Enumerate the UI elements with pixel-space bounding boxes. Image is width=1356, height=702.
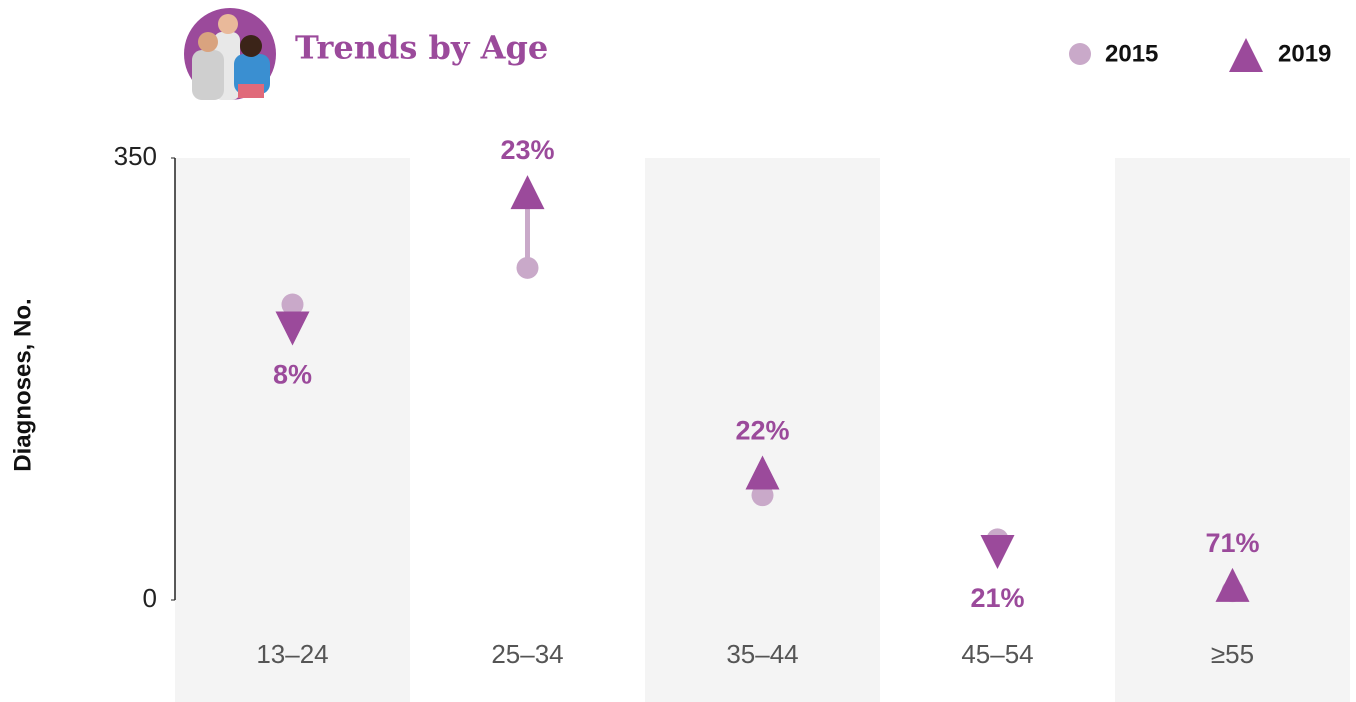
y-tick-label: 350 — [114, 141, 157, 171]
legend-label: 2019 — [1278, 40, 1331, 67]
y-tick-label: 0 — [143, 583, 157, 613]
point-2015 — [516, 256, 539, 279]
point-2019 — [1215, 567, 1250, 602]
change-label: 23% — [500, 135, 554, 165]
point-2019 — [275, 311, 310, 346]
change-label: 22% — [735, 416, 789, 446]
point-2015 — [751, 484, 774, 507]
change-label: 21% — [970, 583, 1024, 613]
change-label: 71% — [1205, 528, 1259, 558]
legend-label: 2015 — [1105, 40, 1158, 67]
band — [645, 158, 880, 702]
band — [175, 158, 410, 702]
legend: 2015 2019 — [1069, 38, 1331, 72]
band — [1115, 158, 1350, 702]
chart-title: Trends by Age — [295, 29, 548, 67]
point-2019 — [510, 175, 545, 210]
point-2019 — [980, 535, 1015, 570]
x-tick-label: 35–44 — [726, 639, 798, 669]
x-tick-label: ≥55 — [1211, 639, 1254, 669]
change-label: 8% — [273, 360, 312, 390]
point-2015 — [281, 293, 304, 316]
x-tick-label: 25–34 — [491, 639, 563, 669]
x-tick-label: 45–54 — [961, 639, 1033, 669]
icon — [184, 8, 276, 100]
y-axis-label: Diagnoses, No. — [9, 298, 36, 471]
legend-marker — [1069, 43, 1091, 65]
legend-marker — [1229, 38, 1263, 72]
x-tick-label: 13–24 — [256, 639, 328, 669]
point-2019 — [745, 455, 780, 490]
